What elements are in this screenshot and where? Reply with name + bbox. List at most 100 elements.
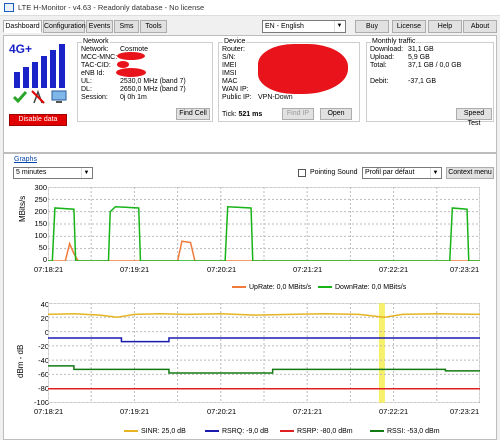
series-line-downrate — [48, 205, 480, 261]
interval-select[interactable]: 5 minutes ▼ — [13, 167, 93, 179]
tab-dashboard[interactable]: Dashboard — [3, 20, 42, 33]
tab-tools[interactable]: Tools — [140, 20, 167, 33]
chart2-ylabel: dBm - dB — [16, 344, 25, 378]
buy-button[interactable]: Buy — [355, 20, 389, 33]
traffic-group-title: Monthly traffic — [371, 38, 417, 45]
tab-bar: Dashboard Configuration Events Sms Tools… — [0, 17, 500, 35]
chart1-ylabel: MBits/s — [18, 195, 27, 222]
series-line-rsrq — [48, 337, 480, 343]
tick-readout: Tick: 521 ms — [222, 111, 263, 118]
chart2-xaxis: 07:18:21 07:19:21 07:20:21 07:21:21 07:2… — [0, 407, 500, 417]
check-icon — [13, 91, 27, 103]
chart2-xtick: 07:21:21 — [293, 407, 323, 416]
chart1-legend-uprate: UpRate: 0,0 MBits/s — [232, 284, 311, 291]
network-mode-label: 4G+ — [9, 42, 33, 56]
throughput-chart[interactable] — [48, 187, 480, 261]
uprate-swatch — [232, 286, 246, 289]
chart2-ytick: -40 — [38, 356, 49, 365]
context-menu-button[interactable]: Context menu — [446, 167, 494, 179]
help-button[interactable]: Help — [428, 20, 462, 33]
chart1-ytick: 150 — [34, 219, 47, 228]
chart2-legend-sinr: SINR: 25,0 dB — [124, 428, 186, 435]
window-title: LTE H-Monitor - v4.63 - Readonly databas… — [18, 3, 205, 12]
chart1-xtick: 07:21:21 — [293, 265, 323, 274]
chevron-down-icon: ▼ — [334, 21, 344, 32]
chart1-ytick: 100 — [34, 231, 47, 240]
chart1-xtick: 07:19:21 — [120, 265, 150, 274]
device-group-title: Device — [223, 38, 247, 45]
chart2-legend-rsrp: RSRP: -80,0 dBm — [280, 428, 353, 435]
chart1-xtick: 07:20:21 — [207, 265, 237, 274]
redaction-mark — [116, 68, 146, 77]
profile-select[interactable]: Profil par défaut ▼ — [362, 167, 442, 179]
pointing-sound-checkbox[interactable] — [298, 169, 306, 177]
signal-bars-icon — [14, 44, 65, 88]
roaming-disabled-icon — [31, 90, 45, 104]
chart2-xtick: 07:20:21 — [207, 407, 237, 416]
status-group: 4G+ Disable data — [7, 38, 73, 148]
language-select[interactable]: EN - English ▼ — [262, 20, 346, 33]
chart2-ytick: 0 — [44, 328, 49, 337]
device-group: Device — [218, 38, 360, 122]
graphs-link[interactable]: Graphs — [14, 156, 37, 163]
tab-events[interactable]: Events — [86, 20, 113, 33]
license-button[interactable]: License — [392, 20, 426, 33]
title-bar: LTE H-Monitor - v4.63 - Readonly databas… — [0, 0, 500, 16]
chart2-legend-rsrq: RSRQ: -9,0 dB — [205, 428, 269, 435]
chart1-ytick: 50 — [38, 243, 47, 252]
interval-select-value: 5 minutes — [16, 169, 47, 176]
speed-test-button[interactable]: Speed Test — [456, 108, 492, 127]
chart1-xtick: 07:23:21 — [450, 265, 480, 274]
network-group-title: Network — [82, 38, 110, 45]
app-icon — [4, 3, 14, 12]
chart2-ytick: -60 — [38, 370, 49, 379]
chart1-xtick: 07:22:21 — [379, 265, 409, 274]
redaction-mark — [258, 44, 348, 94]
chart2-ytick: -20 — [38, 342, 49, 351]
traffic-group: Monthly traffic — [366, 38, 494, 122]
chart1-legend-downrate: DownRate: 0,0 MBits/s — [318, 284, 406, 291]
chart2-xtick: 07:23:21 — [450, 407, 480, 416]
pointing-sound-label: Pointing Sound — [310, 169, 358, 176]
profile-select-value: Profil par défaut — [365, 169, 415, 176]
chevron-down-icon: ▼ — [430, 168, 440, 178]
chart2-ytick: -100 — [33, 398, 49, 407]
rsrq-swatch — [205, 430, 219, 433]
find-ip-button[interactable]: Find IP — [282, 108, 314, 120]
chevron-down-icon: ▼ — [81, 168, 91, 178]
series-line-rssi — [48, 365, 480, 374]
network-group: Network — [77, 38, 213, 122]
signal-chart[interactable] — [48, 303, 480, 403]
tab-sms[interactable]: Sms — [114, 20, 139, 33]
series-line-uprate — [48, 240, 480, 261]
open-button[interactable]: Open — [320, 108, 352, 120]
chart1-ytick: 300 — [34, 183, 47, 192]
computer-icon — [51, 90, 67, 103]
chart2-legend-rssi: RSSI: -53,0 dBm — [370, 428, 440, 435]
chart2-xtick: 07:19:21 — [120, 407, 150, 416]
rsrp-swatch — [280, 430, 294, 433]
downrate-swatch — [318, 286, 332, 289]
chart2-xtick: 07:22:21 — [379, 407, 409, 416]
chart2-ytick: 40 — [40, 300, 49, 309]
rssi-swatch — [370, 430, 384, 433]
disable-data-button[interactable]: Disable data — [9, 114, 67, 126]
chart1-xaxis: 07:18:21 07:19:21 07:20:21 07:21:21 07:2… — [0, 265, 500, 275]
find-cell-button[interactable]: Find Cell — [176, 108, 210, 120]
series-line-sinr — [48, 312, 480, 319]
chart1-ytick: 200 — [34, 207, 47, 216]
chart2-ytick: 20 — [40, 314, 49, 323]
about-button[interactable]: About — [463, 20, 497, 33]
chart2-xtick: 07:18:21 — [34, 407, 64, 416]
dashboard-panel: 4G+ Disable data Network Network: Cosmote… — [3, 35, 497, 153]
chart2-ytick: -80 — [38, 384, 49, 393]
chart1-ytick: 250 — [34, 195, 47, 204]
chart1-ytick: 0 — [42, 255, 47, 264]
language-select-value: EN - English — [265, 23, 304, 30]
redaction-mark — [117, 52, 145, 60]
sinr-swatch — [124, 430, 138, 433]
chart1-xtick: 07:18:21 — [34, 265, 64, 274]
tab-configuration[interactable]: Configuration — [43, 20, 86, 33]
redaction-mark — [117, 61, 129, 68]
cursor-highlight — [378, 303, 385, 403]
